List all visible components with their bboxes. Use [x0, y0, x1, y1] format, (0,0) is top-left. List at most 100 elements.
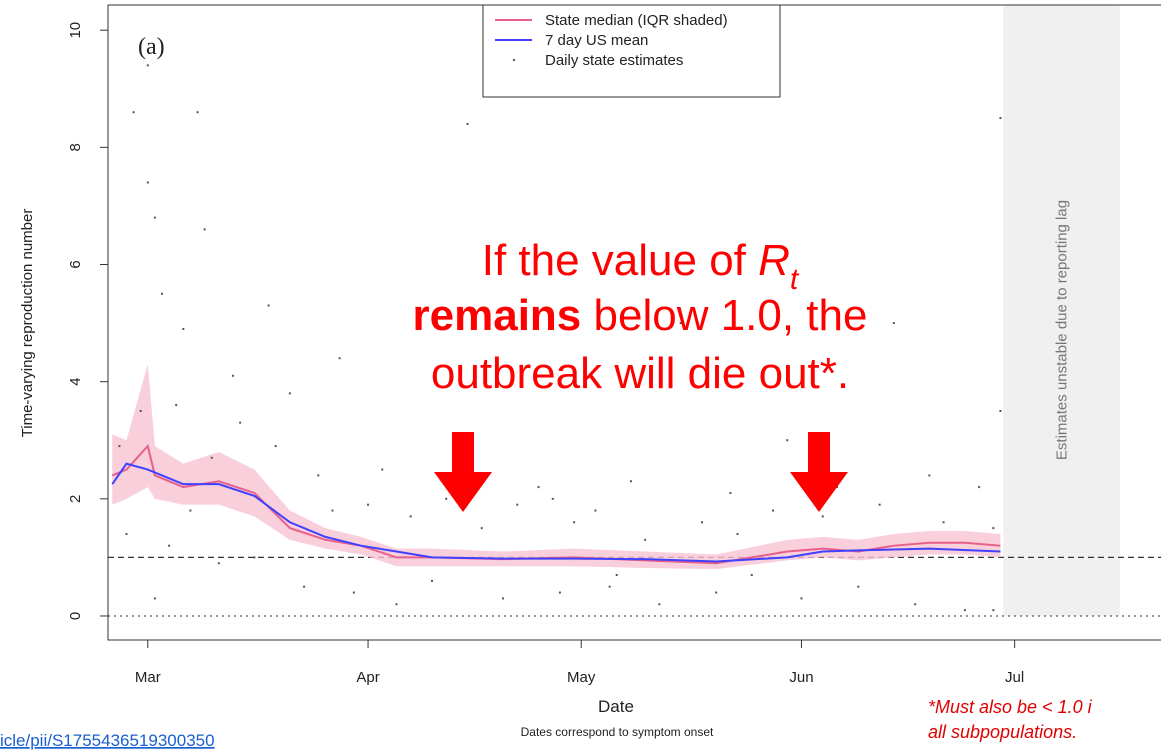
- daily-estimate: [431, 579, 433, 582]
- arrow: [434, 432, 492, 512]
- legend-label: Daily state estimates: [545, 52, 683, 69]
- daily-estimate: [999, 409, 1002, 412]
- daily-estimate: [978, 486, 981, 489]
- legend-label: 7 day US mean: [545, 32, 648, 49]
- y-tick-label: 6: [67, 260, 84, 268]
- y-tick-label: 2: [67, 495, 84, 503]
- daily-estimate: [203, 228, 206, 231]
- daily-estimate: [445, 497, 448, 500]
- daily-estimate: [992, 527, 995, 530]
- x-tick-label: Mar: [135, 669, 161, 686]
- daily-estimate: [409, 515, 412, 518]
- annotation-symbol: R: [758, 236, 790, 285]
- daily-estimate: [537, 486, 540, 489]
- daily-estimate: [644, 538, 647, 541]
- daily-estimate: [772, 509, 775, 512]
- daily-estimate: [153, 597, 156, 600]
- panel-label: (a): [138, 34, 165, 60]
- daily-estimate: [253, 556, 256, 559]
- footnote: all subpopulations.: [928, 722, 1077, 742]
- daily-estimate: [118, 445, 121, 448]
- daily-estimate: [999, 117, 1002, 120]
- annotation-line: If the value of Rt: [482, 236, 800, 296]
- daily-estimate: [288, 392, 291, 395]
- plot-area: Estimates unstable due to reporting lag M…: [67, 4, 1161, 686]
- daily-estimate: [608, 585, 611, 588]
- daily-estimate: [857, 585, 860, 588]
- annotation-line: remains below 1.0, the: [413, 291, 868, 340]
- unstable-region: [1003, 5, 1120, 616]
- legend-box: [482, 4, 781, 98]
- daily-estimate: [800, 597, 803, 600]
- daily-estimate: [367, 503, 370, 506]
- daily-estimate: [914, 603, 917, 606]
- daily-estimate: [331, 509, 334, 512]
- y-tick-label: 4: [67, 377, 84, 385]
- daily-estimate: [153, 216, 156, 219]
- y-tick-label: 0: [67, 612, 84, 620]
- daily-estimate: [615, 573, 618, 576]
- x-tick-label: May: [567, 669, 596, 686]
- daily-estimate: [139, 409, 142, 412]
- annotation-text: If the value of: [482, 236, 758, 285]
- legend-label: State median (IQR shaded): [545, 12, 728, 29]
- daily-estimate: [210, 456, 213, 459]
- daily-estimate: [892, 322, 895, 325]
- series-line: [111, 462, 1001, 563]
- daily-estimate: [267, 304, 270, 307]
- daily-estimate: [715, 591, 718, 594]
- daily-estimate: [239, 421, 242, 424]
- daily-estimate: [480, 527, 483, 530]
- daily-estimate: [303, 585, 306, 588]
- daily-estimate: [963, 609, 966, 612]
- daily-estimate: [146, 181, 149, 184]
- daily-estimate: [395, 603, 398, 606]
- y-tick-label: 10: [67, 22, 84, 39]
- daily-estimate: [182, 327, 185, 330]
- footnote: *Must also be < 1.0 i: [928, 697, 1093, 717]
- x-axis-sublabel: Dates correspond to symptom onset: [521, 725, 714, 739]
- daily-estimate: [352, 591, 355, 594]
- daily-estimate: [146, 64, 149, 67]
- daily-estimate: [338, 357, 341, 360]
- daily-estimate: [942, 521, 945, 524]
- link[interactable]: icle/pii/S1755436519300350: [0, 731, 215, 750]
- daily-estimate: [217, 562, 220, 565]
- daily-estimate: [573, 521, 576, 524]
- x-axis-label: Date: [598, 697, 634, 716]
- y-axis-label: Time-varying reproduction number: [19, 209, 36, 438]
- daily-estimate: [132, 111, 135, 114]
- daily-estimate: [658, 603, 661, 606]
- annotation-bold: remains: [413, 291, 582, 340]
- daily-estimate: [551, 497, 554, 500]
- daily-estimate: [196, 111, 199, 114]
- x-tick-label: Apr: [356, 669, 379, 686]
- daily-estimate: [992, 609, 995, 612]
- annotation: If the value of Rt remains below 1.0, th…: [413, 236, 868, 512]
- daily-estimate: [878, 503, 881, 506]
- legend-symbol: [513, 59, 515, 61]
- daily-estimate: [168, 544, 171, 547]
- annotation-text: below 1.0, the: [581, 291, 867, 340]
- daily-estimate: [189, 509, 192, 512]
- daily-estimate: [750, 573, 753, 576]
- daily-estimate: [175, 404, 178, 407]
- daily-estimate: [928, 474, 931, 477]
- unstable-region-label: Estimates unstable due to reporting lag: [1054, 200, 1071, 460]
- daily-estimate: [466, 122, 469, 125]
- arrow: [790, 432, 848, 512]
- daily-estimate: [161, 292, 163, 295]
- daily-estimate: [701, 521, 703, 524]
- daily-estimate: [594, 509, 597, 512]
- daily-estimate: [516, 503, 519, 506]
- legend: State median (IQR shaded) 7 day US mean Da…: [482, 4, 781, 98]
- annotation-line: outbreak will die out*.: [431, 349, 849, 398]
- x-tick-label: Jul: [1005, 669, 1024, 686]
- daily-estimate: [381, 468, 384, 471]
- daily-estimate: [558, 591, 561, 594]
- annotation-subscript: t: [790, 263, 800, 296]
- daily-estimate: [736, 532, 739, 535]
- daily-estimate: [679, 322, 682, 325]
